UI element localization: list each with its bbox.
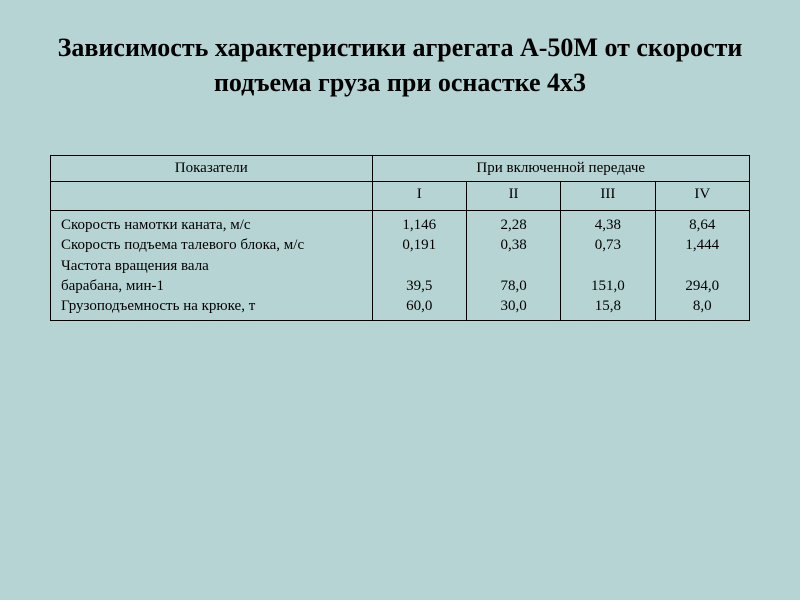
table-header-row-1: Показатели При включенной передаче — [51, 156, 750, 182]
val — [383, 256, 456, 276]
val — [477, 256, 550, 276]
val: 0,191 — [383, 235, 456, 255]
header-sub-2: II — [466, 182, 560, 211]
val — [571, 256, 644, 276]
val: 0,73 — [571, 235, 644, 255]
val: 8,64 — [666, 215, 739, 235]
slide-title: Зависимость характеристики агрегата А-50… — [50, 30, 750, 100]
val: 8,0 — [666, 296, 739, 316]
col-2: 2,28 0,38 78,0 30,0 — [466, 211, 560, 321]
slide: Зависимость характеристики агрегата А-50… — [0, 0, 800, 600]
val: 78,0 — [477, 276, 550, 296]
col-3: 4,38 0,73 151,0 15,8 — [561, 211, 655, 321]
val: 30,0 — [477, 296, 550, 316]
label-line: Грузоподъемность на крюке, т — [61, 296, 362, 316]
val: 1,146 — [383, 215, 456, 235]
table-header-row-2: I II III IV — [51, 182, 750, 211]
col-4: 8,64 1,444 294,0 8,0 — [655, 211, 749, 321]
val: 39,5 — [383, 276, 456, 296]
header-sub-empty — [51, 182, 373, 211]
header-sub-3: III — [561, 182, 655, 211]
val: 1,444 — [666, 235, 739, 255]
val: 60,0 — [383, 296, 456, 316]
col-1: 1,146 0,191 39,5 60,0 — [372, 211, 466, 321]
header-sub-4: IV — [655, 182, 749, 211]
val: 0,38 — [477, 235, 550, 255]
label-line: Скорость подъема талевого блока, м/с — [61, 235, 362, 255]
val: 294,0 — [666, 276, 739, 296]
label-line: Скорость намотки каната, м/с — [61, 215, 362, 235]
val: 2,28 — [477, 215, 550, 235]
header-sub-1: I — [372, 182, 466, 211]
label-line: Частота вращения вала — [61, 256, 362, 276]
header-left: Показатели — [51, 156, 373, 182]
labels-cell: Скорость намотки каната, м/с Скорость по… — [51, 211, 373, 321]
label-line: барабана, мин-1 — [61, 276, 362, 296]
val: 15,8 — [571, 296, 644, 316]
data-table: Показатели При включенной передаче I II … — [50, 155, 750, 321]
header-right: При включенной передаче — [372, 156, 749, 182]
val: 4,38 — [571, 215, 644, 235]
table-data-row: Скорость намотки каната, м/с Скорость по… — [51, 211, 750, 321]
val — [666, 256, 739, 276]
val: 151,0 — [571, 276, 644, 296]
